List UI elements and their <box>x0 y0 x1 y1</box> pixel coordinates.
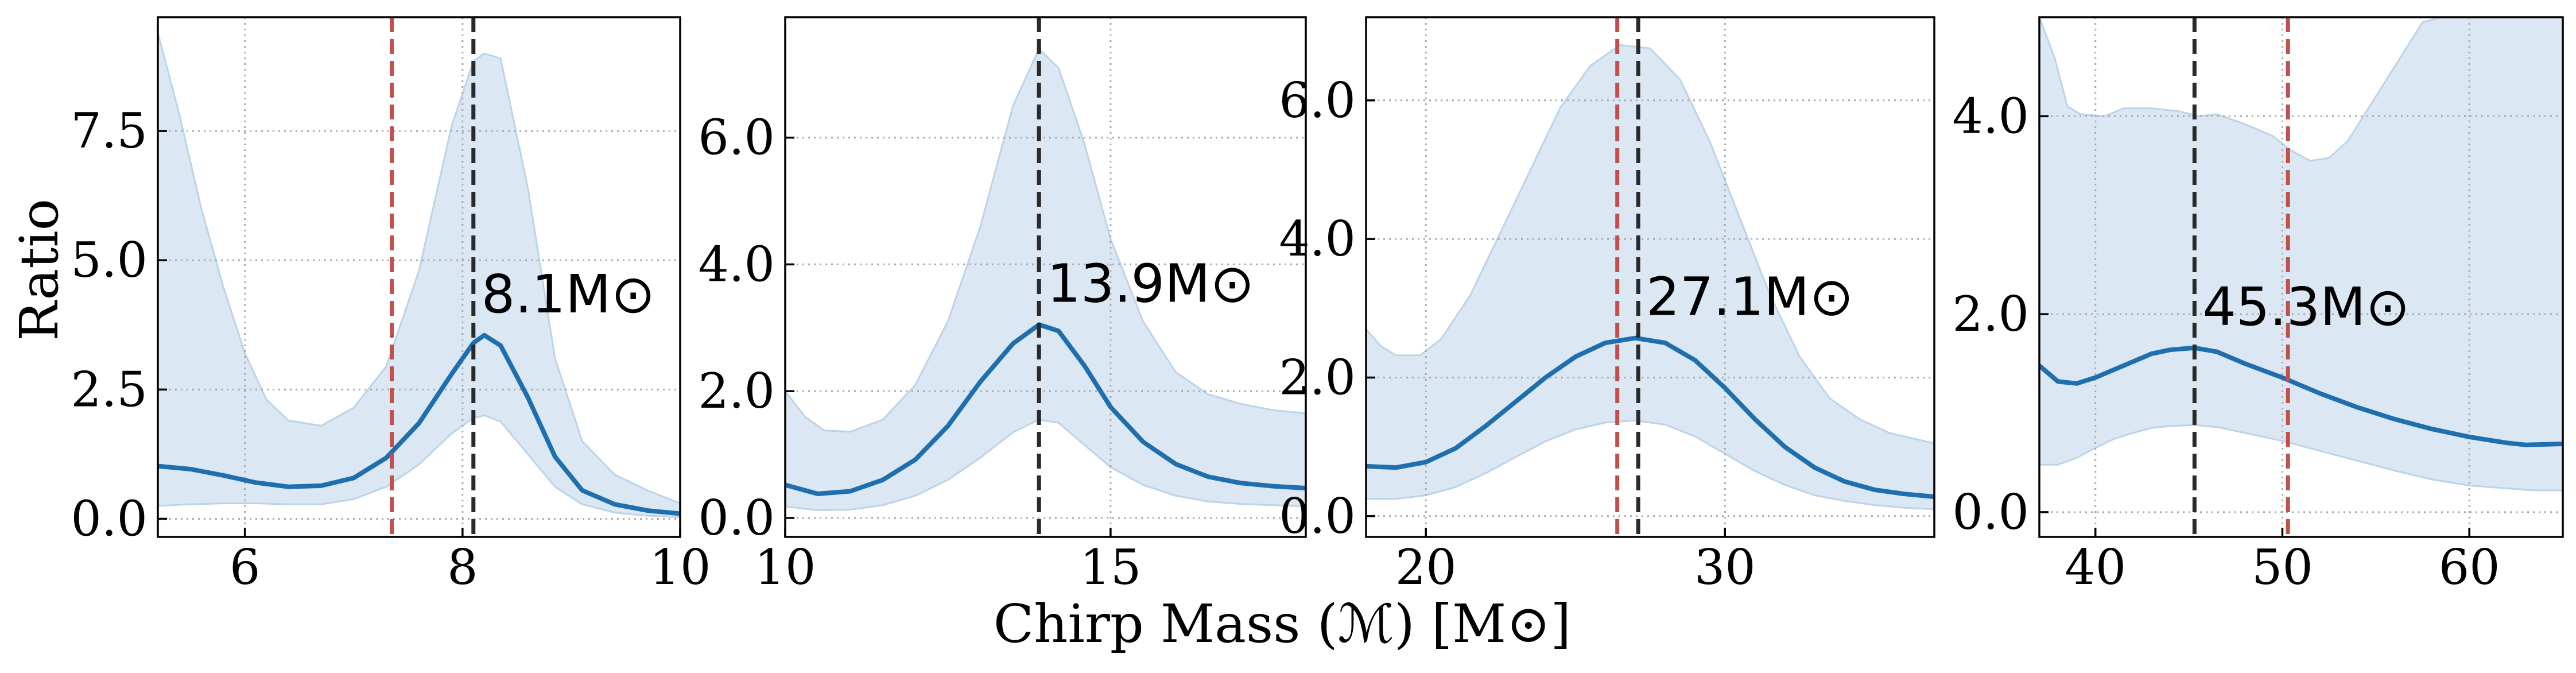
y-tick-label: 4.0 <box>1279 211 1356 267</box>
y-tick-label: 2.0 <box>1279 349 1356 405</box>
x-tick-label: 40 <box>2065 539 2126 595</box>
panel-2: 13.9M⊙ 10 15 0.0 2.0 4.0 6.0 <box>698 16 1307 595</box>
peak-chirp-mass-label: 27.1M⊙ <box>1646 266 1853 328</box>
y-tick-label: 0.0 <box>698 490 775 546</box>
x-tick-label: 15 <box>1080 539 1141 595</box>
x-tick-label: 60 <box>2439 539 2500 595</box>
axes-frame <box>784 16 1307 538</box>
x-tick-label: 50 <box>2252 539 2313 595</box>
panel-4: 45.3M⊙ 40 50 60 0.0 2.0 4.0 <box>1952 16 2564 595</box>
x-tick-label: 6 <box>230 539 260 595</box>
median-ratio-line <box>785 322 1306 496</box>
x-tick-label: 30 <box>1694 539 1756 595</box>
axes-frame <box>157 16 681 538</box>
median-ratio-line <box>158 332 680 516</box>
y-tick-label: 6.0 <box>698 110 775 166</box>
confidence-band <box>2039 17 2563 492</box>
x-tick-label: 10 <box>650 539 711 595</box>
y-tick-label: 7.5 <box>71 103 148 159</box>
confidence-band <box>158 32 680 519</box>
y-axis-label: Ratio <box>9 199 70 341</box>
y-tick-label: 0.0 <box>1279 488 1356 544</box>
x-tick-label: 20 <box>1395 539 1457 595</box>
y-tick-label: 5.0 <box>71 232 148 288</box>
x-tick-label: 8 <box>447 539 478 595</box>
peak-chirp-mass-label: 13.9M⊙ <box>1047 253 1254 314</box>
plot-area <box>158 17 680 537</box>
panel-3: 27.1M⊙ 20 30 0.0 2.0 4.0 6.0 <box>1279 16 1935 595</box>
y-tick-label: 0.0 <box>71 490 148 547</box>
y-tick-label: 4.0 <box>698 236 775 292</box>
peak-chirp-mass-label: 45.3M⊙ <box>2202 276 2410 338</box>
median-ratio-line <box>2039 345 2563 447</box>
plot-area <box>2039 17 2563 537</box>
axes-frame <box>2038 16 2564 538</box>
y-tick-label: 4.0 <box>1952 88 2029 144</box>
x-axis-label: Chirp Mass (ℳ) [M⊙] <box>994 593 1571 655</box>
plot-area <box>785 17 1306 537</box>
peak-chirp-mass-label: 8.1M⊙ <box>482 264 655 325</box>
x-tick-label: 10 <box>755 539 816 595</box>
y-tick-label: 6.0 <box>1279 72 1356 129</box>
confidence-band <box>1366 44 1934 510</box>
median-ratio-line <box>1366 335 1934 499</box>
confidence-band <box>785 47 1306 512</box>
panel-1: 8.1M⊙ 6 8 10 0.0 2.5 5.0 7.5 <box>71 16 711 595</box>
axes-frame <box>1365 16 1935 538</box>
y-tick-label: 2.5 <box>71 361 148 417</box>
y-tick-label: 2.0 <box>698 363 775 419</box>
y-tick-label: 0.0 <box>1952 484 2029 540</box>
panels-group: 8.1M⊙6 8 100.02.55.07.513.9M⊙10 150.02.04.0… <box>71 16 2564 595</box>
plot-area <box>1366 17 1934 537</box>
y-tick-label: 2.0 <box>1952 286 2029 342</box>
